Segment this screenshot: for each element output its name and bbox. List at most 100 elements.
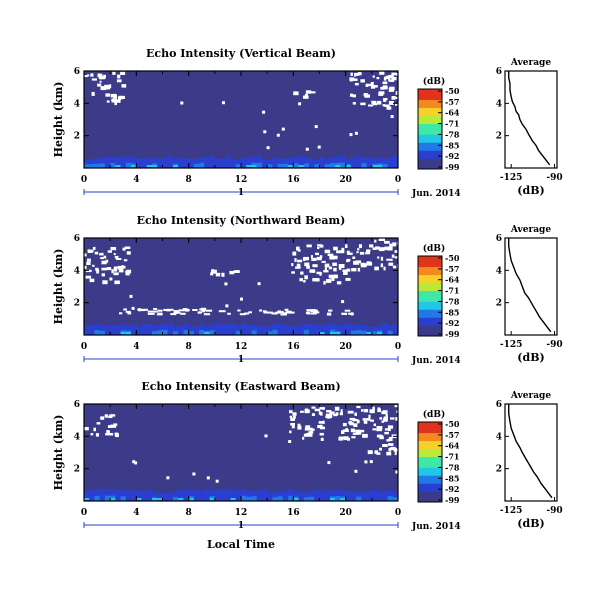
heatmap-echo-cell	[209, 498, 216, 500]
missing-data-cell	[299, 278, 303, 282]
missing-data-cell	[382, 410, 388, 414]
missing-data-cell	[94, 251, 99, 255]
missing-data-cell	[99, 80, 102, 83]
missing-data-cell	[346, 259, 350, 263]
heatmap-echo-cell	[115, 157, 122, 168]
x-tick-label: 4	[133, 508, 139, 518]
missing-data-cell	[102, 280, 108, 285]
missing-data-cell	[154, 310, 158, 313]
colorbar-swatch	[418, 496, 442, 500]
colorbar-tick-label: -57	[445, 430, 459, 440]
missing-data-cell	[350, 72, 353, 76]
heatmap-echo-cell	[314, 159, 320, 168]
heatmap-echo-cell	[162, 497, 169, 501]
heatmap-echo-cell	[204, 332, 211, 334]
missing-data-cell	[180, 312, 186, 315]
heatmap-echo-cell	[152, 326, 158, 335]
heatmap-echo-cell	[120, 156, 127, 168]
missing-data-cell	[259, 309, 263, 312]
missing-data-cell	[354, 412, 357, 416]
missing-data-cell	[294, 258, 297, 262]
missing-data-cell	[175, 311, 181, 314]
heatmap-echo-cell	[214, 489, 221, 501]
colorbar-tick-label: -71	[445, 286, 459, 296]
colorbar-unit: (dB)	[423, 409, 445, 420]
missing-data-cell	[244, 312, 250, 315]
missing-data-cell	[297, 425, 302, 430]
heatmap-background	[84, 404, 398, 501]
missing-data-cell	[347, 437, 350, 441]
heatmap-echo-cell	[193, 495, 200, 501]
missing-data-cell	[315, 278, 320, 282]
heatmap-echo-cell	[350, 491, 357, 501]
missing-data-cell	[329, 256, 335, 260]
missing-data-cell	[318, 411, 321, 415]
colorbar-tick-label: -64	[445, 441, 460, 451]
colorbar-swatch	[418, 432, 442, 436]
missing-data-cell	[240, 297, 243, 301]
missing-data-cell	[99, 73, 103, 78]
heatmap-echo-cell	[146, 330, 153, 335]
colorbar-tick-label: -57	[445, 264, 459, 274]
heatmap-echo-cell	[131, 490, 137, 501]
missing-data-cell	[389, 243, 395, 247]
missing-data-cell	[384, 246, 388, 251]
missing-data-cell	[326, 410, 332, 413]
missing-data-cell	[311, 413, 315, 416]
y-tick-label: 6	[74, 400, 80, 410]
missing-data-cell	[355, 260, 362, 264]
heatmap-echo-cell	[340, 498, 347, 500]
missing-data-cell	[109, 277, 113, 281]
heatmap-echo-cell	[356, 496, 362, 501]
missing-data-cell	[361, 409, 364, 412]
missing-data-cell	[327, 312, 332, 315]
missing-data-cell	[388, 447, 392, 452]
missing-data-cell	[341, 247, 345, 252]
heatmap-echo-cell	[225, 323, 232, 335]
missing-data-cell	[384, 104, 390, 107]
missing-data-cell	[289, 410, 293, 414]
missing-data-cell	[339, 250, 345, 254]
missing-data-cell	[388, 77, 391, 81]
heatmap-echo-cell	[277, 490, 284, 501]
colorbar-swatch	[418, 153, 442, 157]
missing-data-cell	[373, 85, 378, 88]
heatmap-echo-cell	[329, 157, 336, 168]
x-tick-label: 8	[186, 508, 192, 518]
colorbar-tick-label: -78	[445, 129, 460, 139]
heatmap-echo-cell	[183, 330, 190, 335]
missing-data-cell	[355, 429, 361, 432]
colorbar-swatch	[418, 256, 442, 260]
heatmap-echo-cell	[152, 157, 158, 168]
missing-data-cell	[357, 267, 361, 272]
heatmap-echo-cell	[319, 163, 326, 168]
missing-data-cell	[91, 78, 97, 81]
missing-data-cell	[391, 77, 397, 81]
heatmap-echo-cell	[371, 326, 378, 335]
heatmap-echo-cell	[282, 163, 289, 168]
missing-data-cell	[292, 251, 297, 256]
heatmap-echo-cell	[220, 495, 226, 501]
heatmap-echo-cell	[188, 490, 195, 501]
colorbar-swatch	[418, 129, 442, 133]
heatmap-echo-cell	[89, 490, 95, 501]
heatmap-echo-cell	[193, 489, 200, 501]
x-tick-label: 16	[287, 508, 300, 518]
missing-data-cell	[336, 281, 342, 285]
missing-data-cell	[347, 252, 353, 255]
heatmap-echo-cell	[377, 332, 383, 334]
missing-data-cell	[333, 246, 338, 251]
missing-data-cell	[263, 130, 267, 134]
missing-data-cell	[390, 446, 396, 451]
heatmap-echo-cell	[246, 496, 252, 501]
missing-data-cell	[353, 423, 358, 427]
missing-data-cell	[310, 310, 315, 313]
average-x-tick-label: -90	[546, 340, 562, 350]
missing-data-cell	[257, 282, 261, 286]
heatmap-echo-cell	[230, 324, 237, 335]
x-tick-label: 4	[133, 175, 139, 185]
heatmap-echo-cell	[136, 490, 143, 501]
missing-data-cell	[141, 308, 148, 311]
heatmap-echo-cell	[136, 163, 143, 168]
heatmap-echo-cell	[120, 496, 127, 501]
